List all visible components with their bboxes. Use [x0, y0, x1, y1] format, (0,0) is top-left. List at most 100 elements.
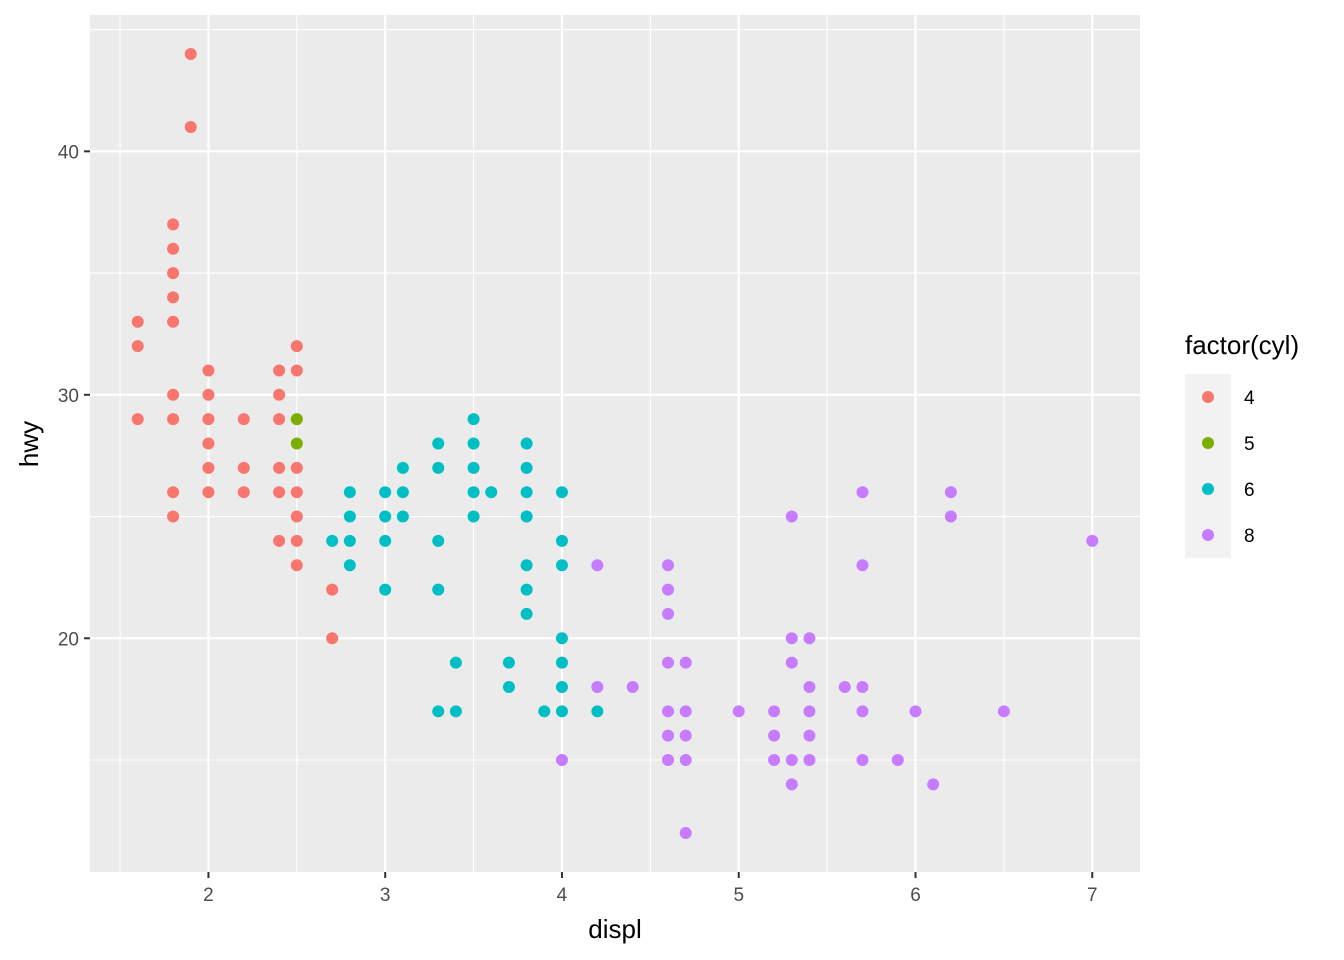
data-point-cyl-6 [520, 583, 533, 596]
x-tick-label: 5 [733, 885, 744, 906]
data-point-cyl-8 [679, 729, 692, 742]
data-points [131, 47, 1099, 840]
data-point-cyl-4 [167, 291, 180, 304]
y-axis-title: hwy [14, 421, 44, 467]
data-point-cyl-8 [997, 705, 1010, 718]
y-tick-label: 20 [58, 629, 79, 650]
data-point-cyl-6 [379, 534, 392, 547]
legend-key-5 [1202, 437, 1214, 449]
data-point-cyl-8 [785, 656, 798, 669]
y-axis: 20 30 40 [58, 142, 90, 650]
data-point-cyl-4 [167, 267, 180, 280]
data-point-cyl-6 [396, 461, 409, 474]
data-point-cyl-8 [662, 754, 675, 767]
data-point-cyl-4 [290, 461, 303, 474]
data-point-cyl-6 [467, 510, 480, 523]
data-point-cyl-6 [432, 583, 445, 596]
legend-label-5: 5 [1244, 434, 1255, 455]
data-point-cyl-6 [467, 461, 480, 474]
data-point-cyl-8 [927, 778, 940, 791]
data-point-cyl-6 [467, 413, 480, 426]
data-point-cyl-6 [555, 632, 568, 645]
data-point-cyl-8 [662, 656, 675, 669]
data-point-cyl-4 [273, 461, 286, 474]
data-point-cyl-4 [273, 364, 286, 377]
data-point-cyl-4 [167, 486, 180, 499]
data-point-cyl-6 [520, 607, 533, 620]
data-point-cyl-4 [290, 340, 303, 353]
data-point-cyl-6 [538, 705, 551, 718]
data-point-cyl-8 [944, 510, 957, 523]
data-point-cyl-8 [891, 754, 904, 767]
data-point-cyl-4 [167, 413, 180, 426]
data-point-cyl-4 [290, 534, 303, 547]
data-point-cyl-4 [273, 388, 286, 401]
data-point-cyl-8 [856, 680, 869, 693]
data-point-cyl-8 [591, 559, 604, 572]
data-point-cyl-8 [679, 827, 692, 840]
data-point-cyl-8 [768, 705, 781, 718]
data-point-cyl-6 [432, 437, 445, 450]
data-point-cyl-6 [432, 461, 445, 474]
data-point-cyl-8 [662, 729, 675, 742]
data-point-cyl-4 [202, 437, 215, 450]
x-axis: 2 3 4 5 6 7 [203, 872, 1098, 906]
data-point-cyl-8 [591, 680, 604, 693]
data-point-cyl-8 [626, 680, 639, 693]
data-point-cyl-6 [555, 534, 568, 547]
data-point-cyl-4 [184, 47, 197, 60]
data-point-cyl-6 [467, 437, 480, 450]
data-point-cyl-8 [785, 632, 798, 645]
data-point-cyl-8 [785, 510, 798, 523]
data-point-cyl-4 [167, 510, 180, 523]
data-point-cyl-4 [237, 413, 250, 426]
data-point-cyl-8 [803, 680, 816, 693]
data-point-cyl-4 [202, 364, 215, 377]
data-point-cyl-8 [555, 754, 568, 767]
data-point-cyl-6 [396, 510, 409, 523]
data-point-cyl-8 [803, 705, 816, 718]
data-point-cyl-4 [202, 486, 215, 499]
data-point-cyl-6 [555, 656, 568, 669]
data-point-cyl-4 [326, 632, 339, 645]
data-point-cyl-6 [467, 486, 480, 499]
data-point-cyl-6 [379, 486, 392, 499]
y-tick-label: 30 [58, 386, 79, 407]
legend-label-6: 6 [1244, 480, 1255, 501]
data-point-cyl-4 [167, 388, 180, 401]
legend-label-8: 8 [1244, 526, 1255, 547]
data-point-cyl-6 [485, 486, 498, 499]
data-point-cyl-6 [343, 510, 356, 523]
data-point-cyl-8 [662, 607, 675, 620]
data-point-cyl-6 [343, 559, 356, 572]
major-gridlines [90, 15, 1140, 872]
data-point-cyl-6 [555, 680, 568, 693]
data-point-cyl-8 [732, 705, 745, 718]
legend-key-6 [1202, 483, 1214, 495]
legend: factor(cyl) 4 5 6 8 [1185, 330, 1299, 558]
plot-panel [90, 15, 1140, 872]
data-point-cyl-8 [944, 486, 957, 499]
minor-gridlines [90, 15, 1140, 872]
data-point-cyl-8 [838, 680, 851, 693]
data-point-cyl-8 [768, 754, 781, 767]
data-point-cyl-8 [1086, 534, 1099, 547]
data-point-cyl-5 [290, 413, 303, 426]
x-tick-label: 3 [380, 885, 391, 906]
data-point-cyl-8 [909, 705, 922, 718]
data-point-cyl-6 [502, 680, 515, 693]
data-point-cyl-6 [555, 705, 568, 718]
data-point-cyl-4 [202, 461, 215, 474]
data-point-cyl-4 [237, 486, 250, 499]
data-point-cyl-6 [449, 656, 462, 669]
data-point-cyl-6 [520, 559, 533, 572]
data-point-cyl-4 [237, 461, 250, 474]
data-point-cyl-4 [131, 315, 144, 328]
data-point-cyl-4 [290, 364, 303, 377]
data-point-cyl-6 [520, 486, 533, 499]
data-point-cyl-6 [379, 510, 392, 523]
data-point-cyl-4 [167, 315, 180, 328]
data-point-cyl-8 [679, 705, 692, 718]
data-point-cyl-4 [290, 486, 303, 499]
